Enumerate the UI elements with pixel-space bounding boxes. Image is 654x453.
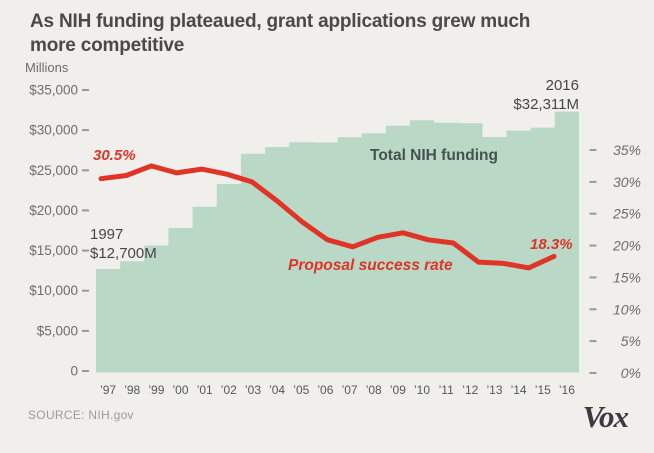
vox-logo: Vox [582,399,629,434]
x-tick-label: ’16 [559,383,575,397]
right-tick-mark [589,212,597,215]
source-attribution: SOURCE: NIH.gov [28,408,134,422]
x-tick-label: ’06 [317,383,333,397]
left-tick-label: $5,000 [37,323,78,338]
x-tick-label: ’02 [221,383,237,397]
right-tick-mark [589,276,597,279]
right-tick-mark [589,149,597,151]
right-tick-label: 35% [613,142,641,158]
chart-title-line1: As NIH funding plateaued, grant applicat… [30,11,531,32]
left-tick-mark [82,169,89,172]
right-tick-label: 25% [612,206,641,222]
x-tick-label: ’07 [342,383,358,397]
left-tick-label: $15,000 [29,243,78,258]
left-tick-label: $35,000 [29,83,78,98]
left-tick-label: 0 [70,364,78,379]
x-tick-label: ’11 [439,383,454,397]
right-axis: 35% 30% 25% 20% 15% 10% 5% 0% [589,142,641,381]
x-tick-label: ’08 [366,383,382,397]
chart-title: As NIH funding plateaued, grant applicat… [30,10,630,58]
funding-start-year: 1997 [90,226,124,243]
left-tick-mark [82,370,89,372]
x-tick-label: ’12 [462,383,478,397]
right-tick-mark [589,180,597,183]
funding-start-value: $12,700M [90,245,157,262]
funding-series-label: Total NIH funding [370,147,498,164]
left-axis-unit-label: Millions [25,60,69,75]
right-tick-label: 20% [612,238,641,254]
right-tick-label: 0% [621,365,641,381]
x-tick-label: ’01 [197,383,213,397]
right-tick-mark [589,340,597,343]
right-tick-label: 5% [621,333,641,349]
left-axis: $35,000 $30,000 $25,000 $20,000 $15,000 $10,0… [29,83,89,379]
chart-title-line2: more competitive [30,35,185,56]
x-tick-label: ’00 [172,383,188,397]
x-tick-label: ’09 [390,383,406,397]
right-tick-label: 30% [613,174,641,190]
x-tick-label: ’15 [535,383,551,397]
left-tick-mark [82,209,89,212]
right-tick-mark [589,308,597,311]
right-tick-mark [589,372,597,374]
left-tick-label: $10,000 [29,283,78,298]
rate-series-label: Proposal success rate [288,257,453,274]
funding-end-year: 2016 [545,77,579,94]
left-tick-mark [82,329,89,332]
left-tick-mark [82,249,89,252]
left-tick-mark [82,89,89,91]
x-tick-label: ’10 [414,383,430,397]
x-tick-label: ’99 [148,383,164,397]
x-tick-label: ’14 [511,383,527,397]
rate-start-annotation: 30.5% [93,147,136,164]
x-tick-label: ’04 [269,383,285,397]
left-tick-label: $30,000 [29,123,78,138]
left-tick-mark [82,289,89,292]
funding-end-value: $32,311M [513,96,579,113]
x-tick-label: ’98 [124,383,140,397]
left-tick-label: $20,000 [29,203,78,218]
right-tick-mark [589,244,597,247]
left-tick-mark [82,129,89,132]
x-tick-label: ’97 [100,383,116,397]
funding-end-annotation: 2016 $32,311M [513,76,579,114]
left-tick-label: $25,000 [29,163,78,178]
x-tick-label: ’13 [486,383,502,397]
x-axis: ’97 ’98 ’99 ’00 ’01 ’02 ’03 ’04 ’05 ’06 ’07 ’08 ’09 ’… [100,383,575,397]
funding-start-annotation: 1997 $12,700M [90,225,157,263]
success-rate-line [98,163,557,271]
rate-end-annotation: 18.3% [530,236,573,253]
right-tick-label: 10% [613,301,641,317]
right-tick-label: 15% [613,269,641,285]
x-tick-label: ’03 [245,383,261,397]
x-tick-label: ’05 [293,383,309,397]
